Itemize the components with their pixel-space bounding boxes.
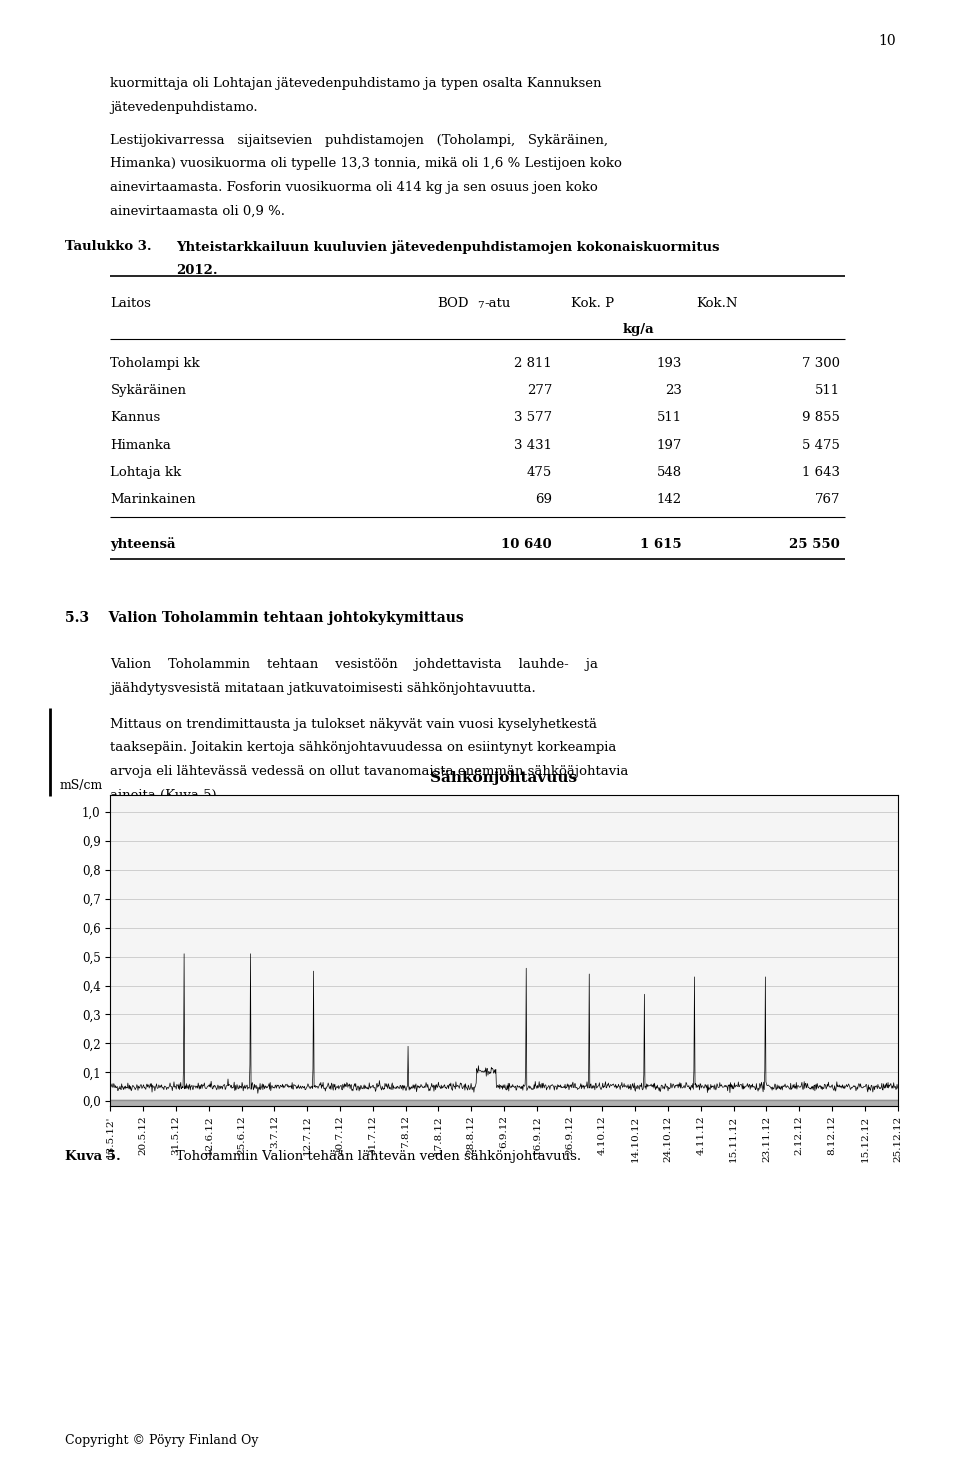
Text: Kuva 5.: Kuva 5.	[65, 1150, 121, 1163]
Text: 2012.: 2012.	[176, 263, 217, 277]
Text: 548: 548	[657, 466, 682, 480]
Text: jätevedenpuhdistamo.: jätevedenpuhdistamo.	[110, 101, 258, 114]
Text: kuormittaja oli Lohtajan jätevedenpuhdistamo ja typen osalta Kannuksen: kuormittaja oli Lohtajan jätevedenpuhdis…	[110, 77, 602, 90]
Text: Kannus: Kannus	[110, 411, 160, 425]
Text: 142: 142	[657, 493, 682, 506]
Text: 7 300: 7 300	[802, 357, 840, 370]
Text: Sykäräinen: Sykäräinen	[110, 385, 186, 397]
Text: Yhteistarkkailuun kuuluvien jätevedenpuhdistamojen kokonaiskuormitus: Yhteistarkkailuun kuuluvien jätevedenpuh…	[176, 240, 719, 255]
Text: Kok.N: Kok.N	[696, 296, 737, 309]
Text: 2 811: 2 811	[515, 357, 552, 370]
Text: 193: 193	[657, 357, 682, 370]
Text: 1 615: 1 615	[640, 537, 682, 551]
Text: Valion    Toholammin    tehtaan    vesistöön    johdettavista    lauhde-    ja: Valion Toholammin tehtaan vesistöön johd…	[110, 659, 598, 672]
Text: Lohtaja kk: Lohtaja kk	[110, 466, 181, 480]
Text: 475: 475	[527, 466, 552, 480]
Text: jäähdytysvesistä mitataan jatkuvatoimisesti sähkönjohtavuutta.: jäähdytysvesistä mitataan jatkuvatoimise…	[110, 682, 536, 696]
Text: 7: 7	[477, 300, 484, 309]
Text: yhteensä: yhteensä	[110, 537, 176, 552]
Text: 69: 69	[535, 493, 552, 506]
Text: Himanka: Himanka	[110, 438, 171, 451]
Text: ainevirtaamasta. Fosforin vuosikuorma oli 414 kg ja sen osuus joen koko: ainevirtaamasta. Fosforin vuosikuorma ol…	[110, 181, 598, 194]
Text: Taulukko 3.: Taulukko 3.	[65, 240, 152, 253]
Text: 10: 10	[878, 34, 896, 47]
Text: Toholammin Valion tehään lähtevän veden sähkönjohtavuus.: Toholammin Valion tehään lähtevän veden …	[176, 1150, 581, 1163]
Text: Copyright © Pöyry Finland Oy: Copyright © Pöyry Finland Oy	[65, 1434, 259, 1447]
Text: Laitos: Laitos	[110, 296, 152, 309]
Text: Lestijokivarressa   sijaitsevien   puhdistamojen   (Toholampi,   Sykäräinen,: Lestijokivarressa sijaitsevien puhdistam…	[110, 133, 609, 147]
Text: 511: 511	[815, 385, 840, 397]
Text: 9 855: 9 855	[803, 411, 840, 425]
Text: Kok. P: Kok. P	[571, 296, 614, 309]
Text: -atu: -atu	[485, 296, 511, 309]
Text: 511: 511	[657, 411, 682, 425]
Text: 5 475: 5 475	[803, 438, 840, 451]
Text: Marinkainen: Marinkainen	[110, 493, 196, 506]
Text: Sähkönjohtavuus: Sähkönjohtavuus	[430, 771, 578, 786]
Text: Toholampi kk: Toholampi kk	[110, 357, 200, 370]
Text: 197: 197	[657, 438, 682, 451]
Text: 25 550: 25 550	[789, 537, 840, 551]
Text: 767: 767	[814, 493, 840, 506]
Text: BOD: BOD	[437, 296, 468, 309]
Text: aineita (Kuva 5).: aineita (Kuva 5).	[110, 789, 221, 802]
Text: mS/cm: mS/cm	[60, 778, 103, 792]
Text: 5.3    Valion Toholammin tehtaan johtokykymittaus: 5.3 Valion Toholammin tehtaan johtokykym…	[65, 611, 464, 625]
Text: 3 577: 3 577	[514, 411, 552, 425]
Text: arvoja eli lähtevässä vedessä on ollut tavanomaista enemmän sähköäjohtavia: arvoja eli lähtevässä vedessä on ollut t…	[110, 765, 629, 778]
Text: kg/a: kg/a	[623, 323, 654, 336]
Bar	[110, 1100, 898, 1106]
Text: 3 431: 3 431	[514, 438, 552, 451]
Text: 277: 277	[527, 385, 552, 397]
Text: 10 640: 10 640	[501, 537, 552, 551]
Text: 1 643: 1 643	[802, 466, 840, 480]
Text: taaksepäin. Joitakin kertoja sähkönjohtavuudessa on esiintynyt korkeampia: taaksepäin. Joitakin kertoja sähkönjohta…	[110, 741, 616, 755]
Text: 23: 23	[664, 385, 682, 397]
Text: Mittaus on trendimittausta ja tulokset näkyvät vain vuosi kyselyhetkestä: Mittaus on trendimittausta ja tulokset n…	[110, 718, 597, 731]
Text: Himanka) vuosikuorma oli typelle 13,3 tonnia, mikä oli 1,6 % Lestijoen koko: Himanka) vuosikuorma oli typelle 13,3 to…	[110, 157, 622, 170]
Text: ainevirtaamasta oli 0,9 %.: ainevirtaamasta oli 0,9 %.	[110, 204, 285, 218]
